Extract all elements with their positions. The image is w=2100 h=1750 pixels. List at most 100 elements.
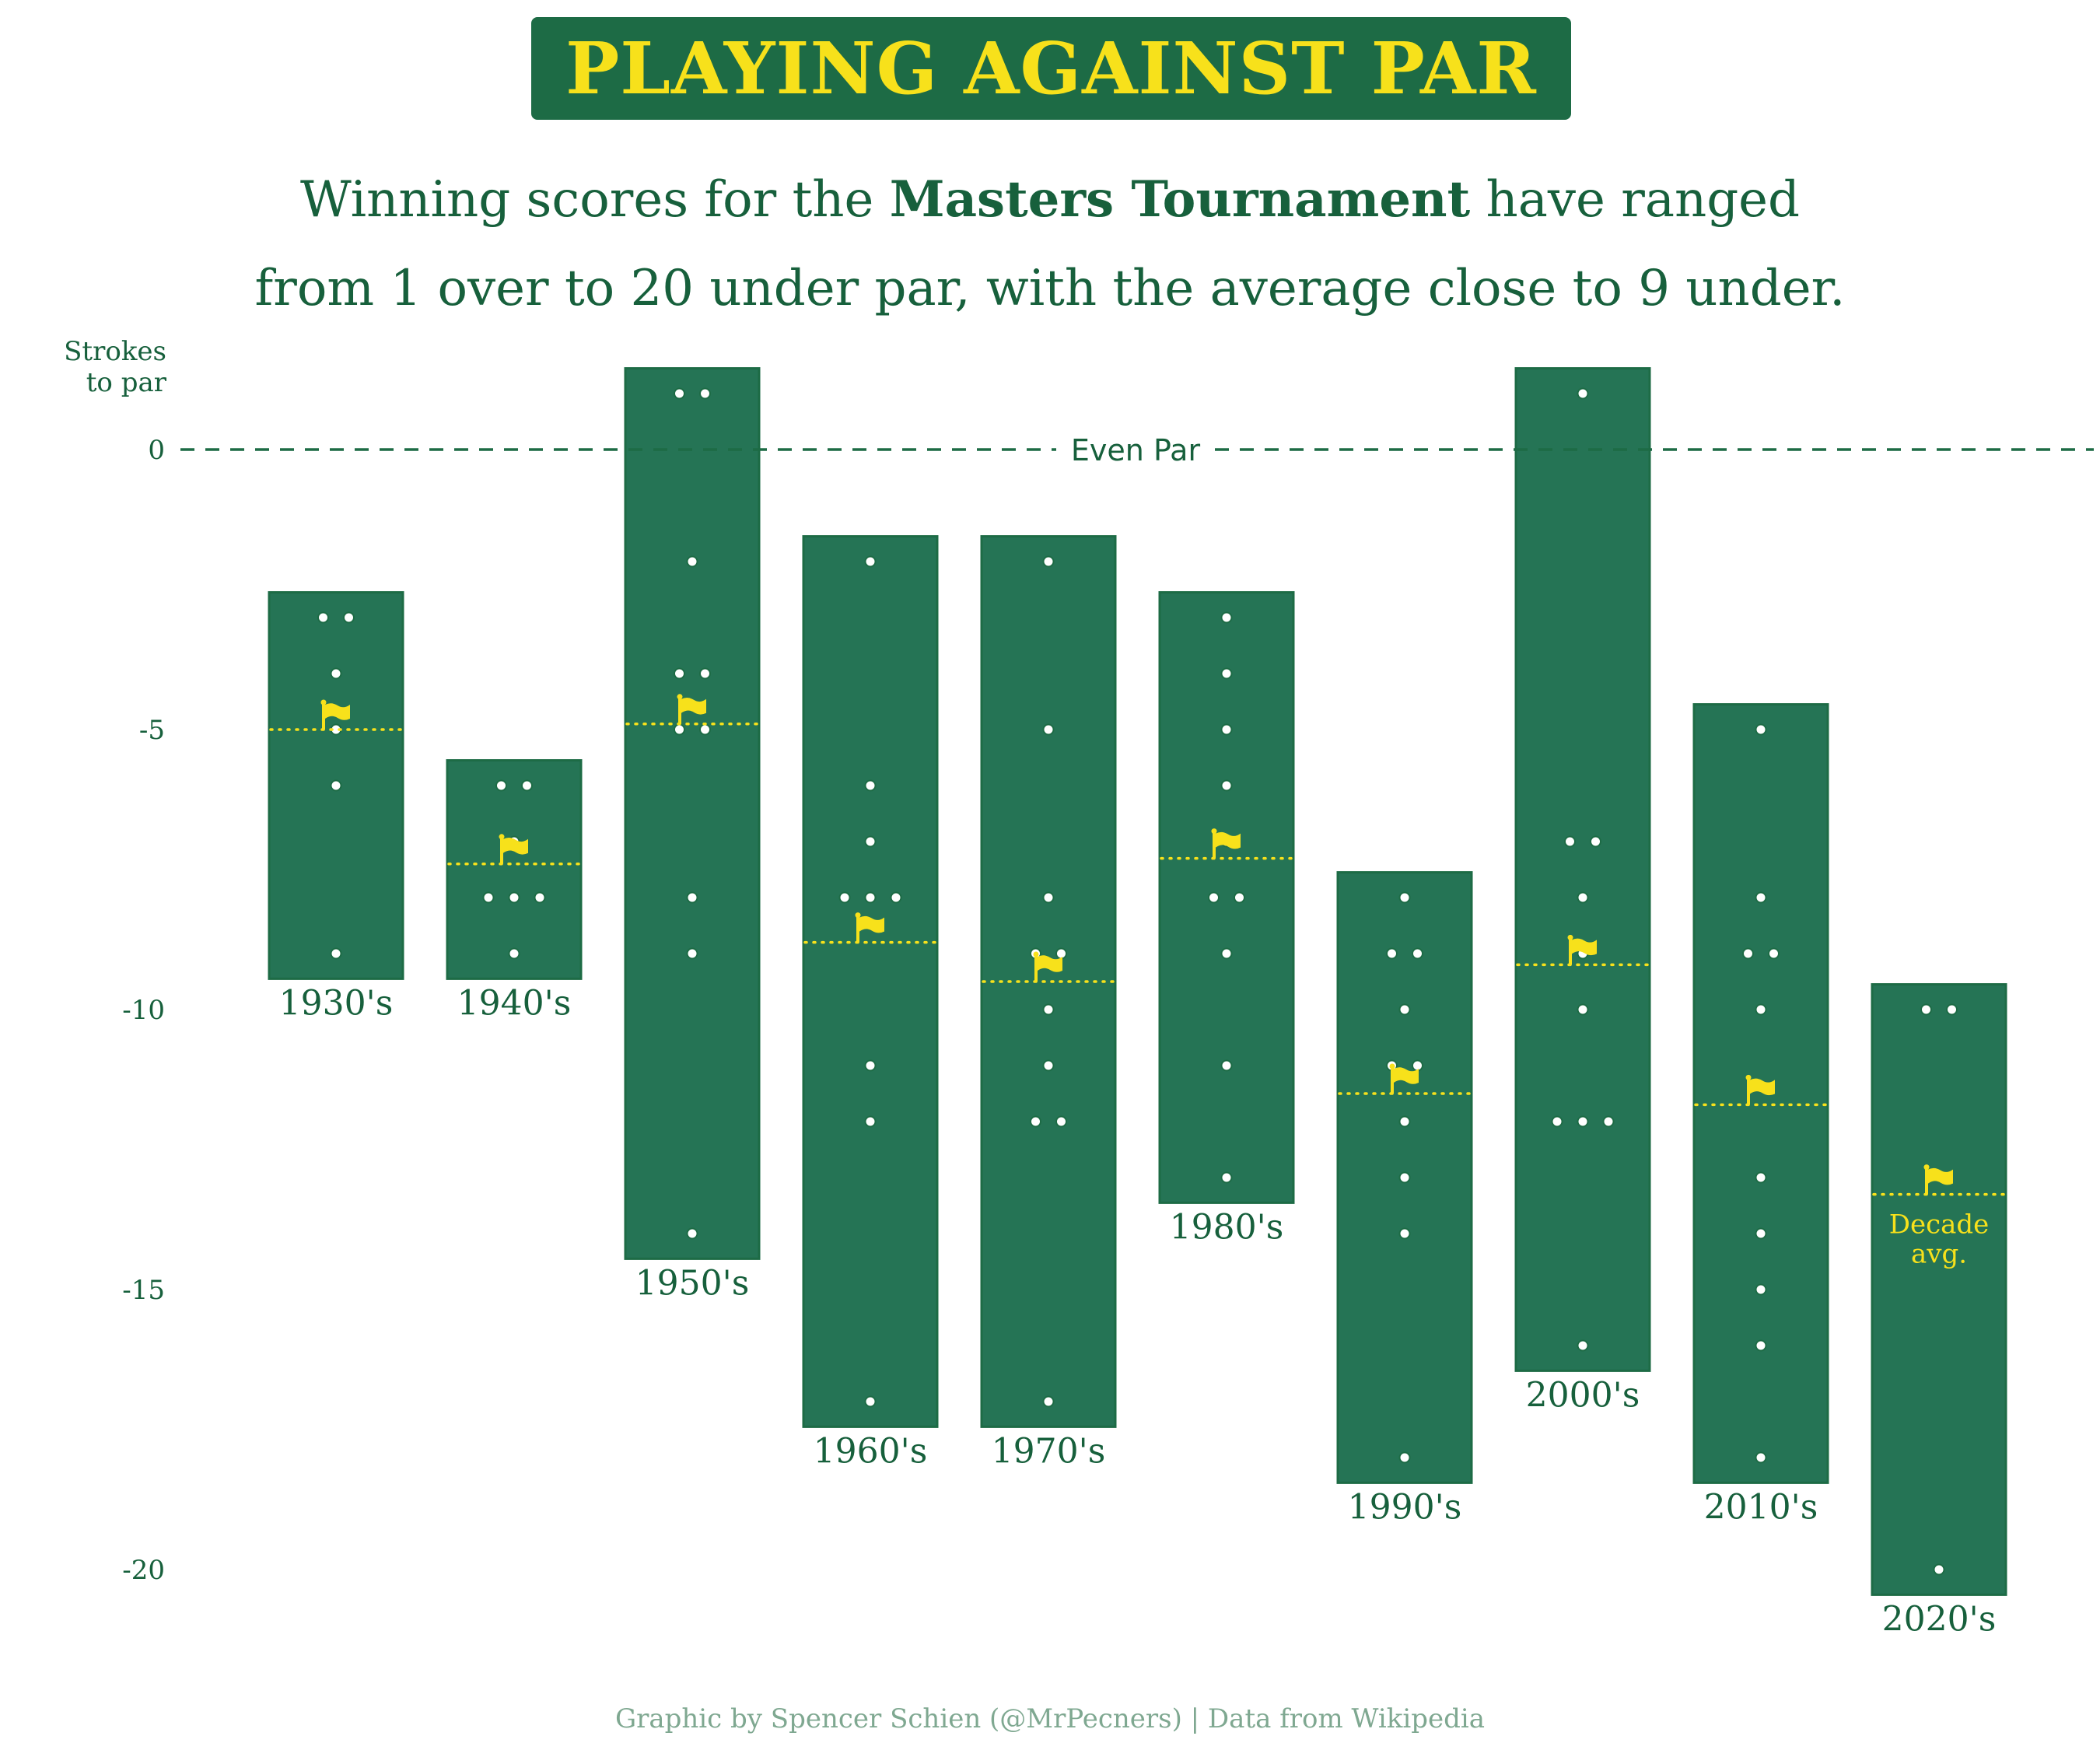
score-dot: [1412, 947, 1423, 960]
score-dot: [686, 1227, 698, 1240]
score-dot: [1577, 1115, 1589, 1128]
decade-label: 1960's: [814, 1431, 928, 1471]
flag-cloth: [1394, 1067, 1419, 1084]
chart-title: PLAYING AGAINST PAR: [565, 26, 1537, 110]
score-dot: [1577, 891, 1589, 904]
score-dot: [1577, 387, 1589, 400]
flag-icon: [1745, 1074, 1775, 1105]
flag-pole: [1391, 1066, 1394, 1094]
score-dot: [1920, 1003, 1932, 1016]
score-dot: [1042, 891, 1055, 904]
flag-pole-tip: [1389, 1063, 1395, 1069]
flag-pole: [1747, 1076, 1750, 1105]
title-banner: PLAYING AGAINST PAR: [531, 17, 1571, 120]
score-dot: [686, 891, 698, 904]
flag-icon: [1389, 1063, 1419, 1094]
score-dot: [699, 387, 711, 400]
flag-cloth: [503, 838, 528, 855]
score-dot: [1042, 1395, 1055, 1408]
score-dot: [1412, 1059, 1423, 1072]
decade-label: 2000's: [1526, 1375, 1640, 1415]
score-dot: [508, 891, 520, 904]
decade-marks: 1930's 1940's 1950's 1960's 1970's 1980's 1990…: [269, 387, 2006, 1639]
score-dot: [864, 835, 877, 848]
flag-pole-tip: [499, 834, 505, 840]
score-dot: [674, 723, 685, 736]
decade-label: 1990's: [1348, 1487, 1462, 1527]
score-dot: [864, 1395, 877, 1408]
score-dot: [1220, 1059, 1233, 1072]
flag-pole-tip: [1567, 934, 1573, 940]
score-dot: [674, 387, 685, 400]
score-dot: [482, 891, 495, 904]
flag-icon: [320, 699, 350, 730]
caption: Graphic by Spencer Schien (@MrPecners) |…: [614, 1703, 1486, 1734]
flag-cloth: [1216, 831, 1241, 849]
score-dot: [890, 891, 902, 904]
score-dot: [495, 779, 507, 792]
score-dot: [838, 891, 851, 904]
flag-icon: [855, 912, 884, 943]
score-dot: [1220, 779, 1233, 792]
flag-pole: [322, 702, 325, 730]
flag-cloth: [1038, 955, 1062, 972]
subtitle-post: have ranged: [1470, 171, 1801, 229]
score-dot: [1564, 835, 1576, 848]
score-dot: [1042, 1003, 1055, 1016]
score-dot: [1055, 947, 1067, 960]
chart-subtitle: Winning scores for the Masters Tournamen…: [0, 156, 2100, 333]
subtitle-pre: Winning scores for the: [299, 171, 890, 229]
score-dot: [1755, 723, 1767, 736]
y-tick-label: -5: [139, 715, 165, 746]
decade-label: 2010's: [1704, 1487, 1818, 1527]
decade-bar: [624, 367, 761, 1260]
score-dot: [317, 611, 329, 624]
score-dot: [330, 667, 342, 680]
score-dot: [1755, 1171, 1767, 1184]
flag-cloth: [859, 915, 884, 933]
decade-bar: [446, 759, 583, 980]
decade-label: 1980's: [1170, 1207, 1284, 1247]
score-dot: [699, 667, 711, 680]
flag-pole: [678, 695, 681, 724]
decade-bar: [1692, 703, 1829, 1484]
score-dot: [1042, 555, 1055, 568]
score-dot: [1755, 891, 1767, 904]
score-dot: [1551, 1115, 1563, 1128]
score-dot: [343, 611, 355, 624]
flag-cloth: [325, 703, 350, 720]
score-dot: [1220, 723, 1233, 736]
y-axis-title-line: to par: [86, 367, 167, 398]
flag-pole-tip: [1211, 828, 1217, 835]
flag-pole: [1034, 954, 1038, 982]
flag-pole: [1569, 936, 1572, 965]
flag-pole-tip: [677, 694, 683, 700]
decade-bars: [268, 367, 2007, 1596]
score-dot: [330, 947, 342, 960]
even-par-label: Even Par: [1071, 433, 1201, 467]
score-dot: [686, 947, 698, 960]
score-dot: [1042, 723, 1055, 736]
score-dot: [1577, 1339, 1589, 1352]
flag-icon: [1033, 951, 1062, 982]
score-dot: [674, 667, 685, 680]
score-dot: [1755, 1003, 1767, 1016]
score-dot: [1234, 891, 1245, 904]
score-dot: [1755, 1227, 1767, 1240]
score-dot: [864, 1059, 877, 1072]
flag-pole: [1925, 1166, 1928, 1195]
score-dot: [521, 779, 533, 792]
flag-pole: [1213, 830, 1216, 859]
flag-pole-tip: [320, 699, 327, 705]
score-dot: [1755, 1451, 1767, 1464]
flag-pole-tip: [855, 912, 861, 919]
score-dot: [864, 1115, 877, 1128]
score-dot: [1577, 1003, 1589, 1016]
flag-pole-tip: [1745, 1074, 1752, 1080]
legend-label-line: Decade: [1889, 1209, 1990, 1241]
score-dot: [686, 555, 698, 568]
flag-pole: [500, 835, 503, 864]
score-dot: [864, 555, 877, 568]
